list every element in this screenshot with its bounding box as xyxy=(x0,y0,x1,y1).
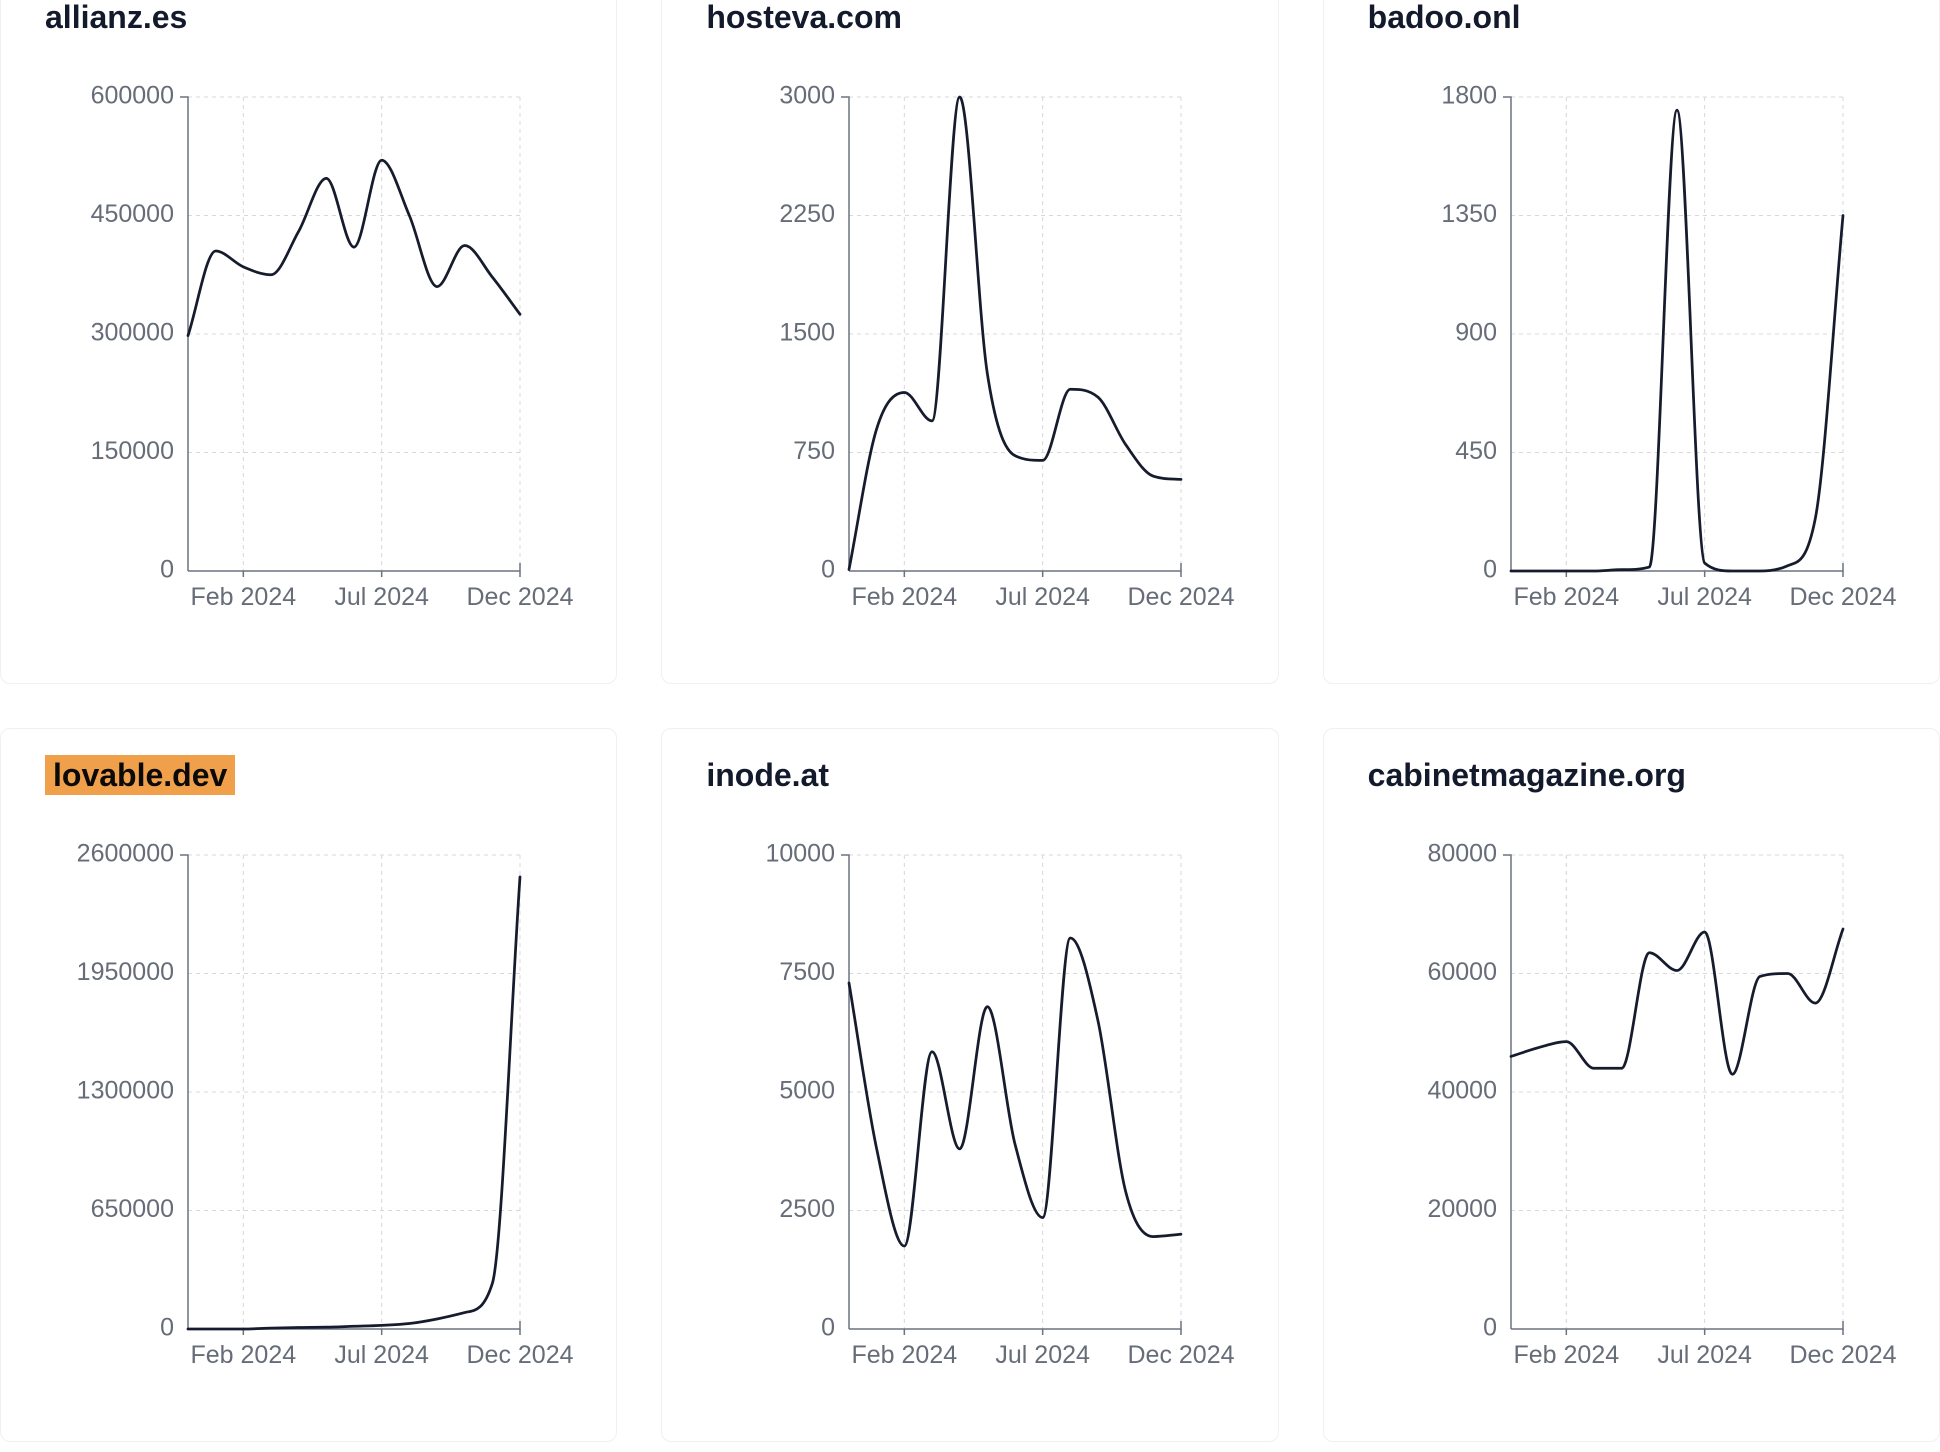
svg-text:1350: 1350 xyxy=(1441,200,1497,228)
svg-text:80000: 80000 xyxy=(1427,840,1497,868)
svg-text:3000: 3000 xyxy=(780,82,836,110)
svg-text:2500: 2500 xyxy=(780,1195,836,1223)
svg-text:Dec 2024: Dec 2024 xyxy=(466,1341,573,1369)
svg-text:750: 750 xyxy=(794,437,836,465)
svg-text:450000: 450000 xyxy=(91,200,174,228)
svg-text:2250: 2250 xyxy=(780,200,836,228)
svg-text:Feb 2024: Feb 2024 xyxy=(1513,1341,1619,1369)
svg-text:Jul 2024: Jul 2024 xyxy=(1657,583,1752,611)
svg-text:900: 900 xyxy=(1455,319,1497,347)
svg-text:Jul 2024: Jul 2024 xyxy=(334,583,429,611)
svg-text:0: 0 xyxy=(1483,556,1497,584)
svg-text:Feb 2024: Feb 2024 xyxy=(191,1341,297,1369)
svg-text:40000: 40000 xyxy=(1427,1077,1497,1105)
svg-text:Dec 2024: Dec 2024 xyxy=(1128,583,1235,611)
svg-text:Jul 2024: Jul 2024 xyxy=(334,1341,429,1369)
svg-text:450: 450 xyxy=(1455,437,1497,465)
svg-text:Feb 2024: Feb 2024 xyxy=(191,583,297,611)
svg-text:600000: 600000 xyxy=(91,82,174,110)
svg-text:1500: 1500 xyxy=(780,319,836,347)
svg-text:650000: 650000 xyxy=(91,1195,174,1223)
svg-text:Feb 2024: Feb 2024 xyxy=(1513,583,1619,611)
svg-text:0: 0 xyxy=(821,1314,835,1342)
svg-text:Feb 2024: Feb 2024 xyxy=(852,583,958,611)
svg-text:1800: 1800 xyxy=(1441,82,1497,110)
svg-text:0: 0 xyxy=(1483,1314,1497,1342)
svg-text:0: 0 xyxy=(821,556,835,584)
svg-text:Feb 2024: Feb 2024 xyxy=(852,1341,958,1369)
svg-text:7500: 7500 xyxy=(780,958,836,986)
svg-text:Jul 2024: Jul 2024 xyxy=(996,583,1091,611)
svg-text:0: 0 xyxy=(160,556,174,584)
svg-text:Dec 2024: Dec 2024 xyxy=(1128,1341,1235,1369)
svg-text:2600000: 2600000 xyxy=(77,840,174,868)
svg-text:20000: 20000 xyxy=(1427,1195,1497,1223)
svg-text:0: 0 xyxy=(160,1314,174,1342)
svg-text:Dec 2024: Dec 2024 xyxy=(1789,1341,1896,1369)
svg-text:Dec 2024: Dec 2024 xyxy=(1789,583,1896,611)
svg-text:10000: 10000 xyxy=(766,840,836,868)
svg-text:1950000: 1950000 xyxy=(77,958,174,986)
svg-text:300000: 300000 xyxy=(91,319,174,347)
svg-text:Jul 2024: Jul 2024 xyxy=(996,1341,1091,1369)
svg-text:5000: 5000 xyxy=(780,1077,836,1105)
svg-text:1300000: 1300000 xyxy=(77,1077,174,1105)
svg-text:Dec 2024: Dec 2024 xyxy=(466,583,573,611)
svg-text:Jul 2024: Jul 2024 xyxy=(1657,1341,1752,1369)
svg-text:150000: 150000 xyxy=(91,437,174,465)
svg-text:60000: 60000 xyxy=(1427,958,1497,986)
